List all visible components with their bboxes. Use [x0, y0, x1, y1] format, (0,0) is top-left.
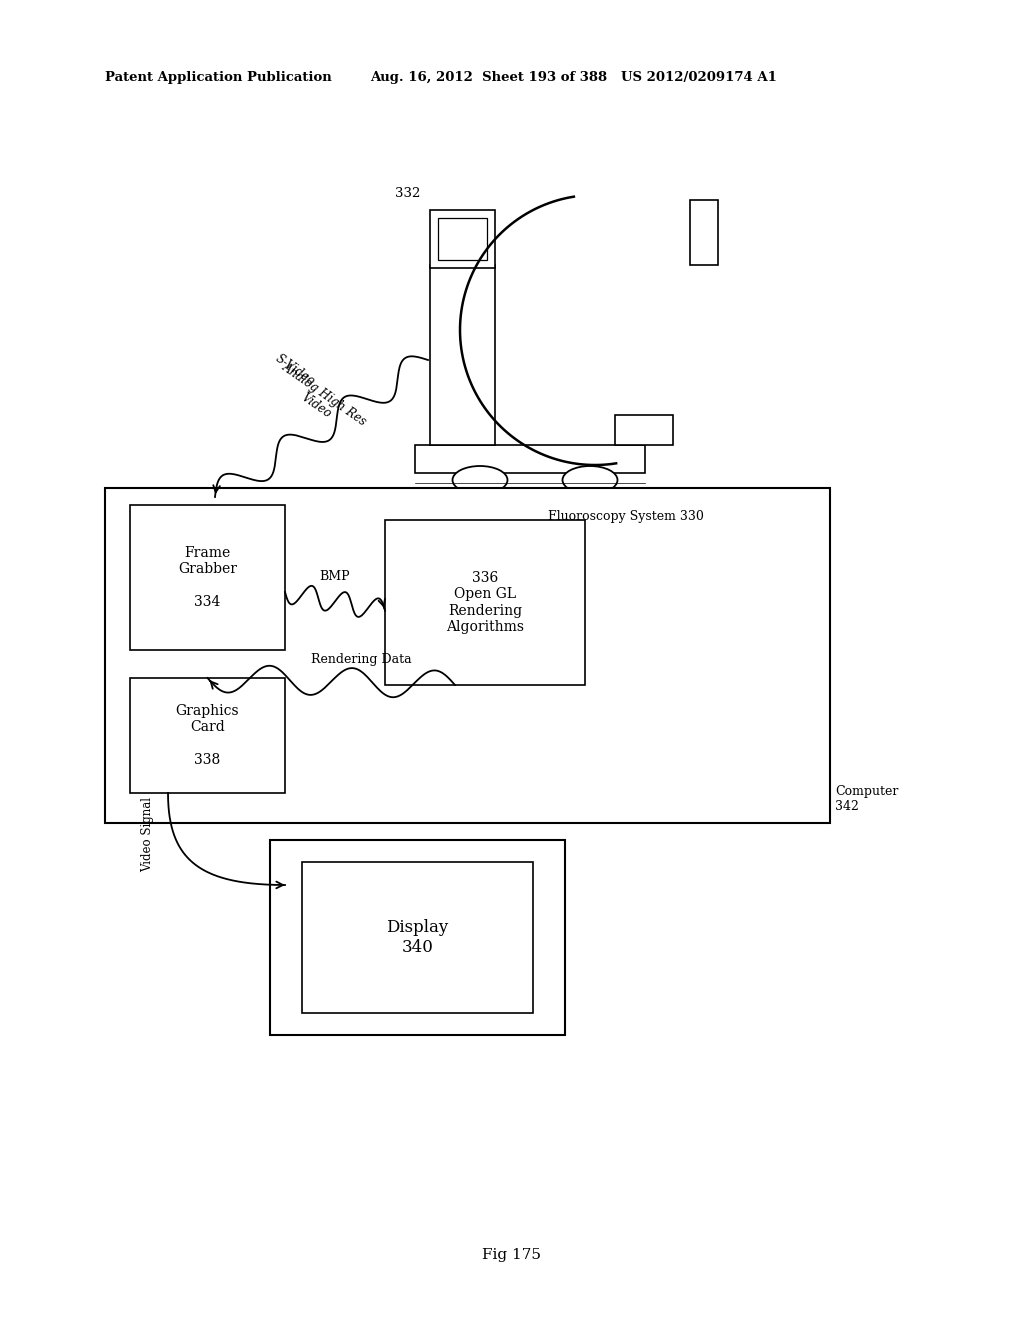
Text: BMP: BMP: [319, 570, 350, 583]
Bar: [615, 414, 673, 445]
Text: Video Signal: Video Signal: [141, 797, 155, 873]
Bar: [130, 506, 285, 649]
Text: Aug. 16, 2012  Sheet 193 of 388   US 2012/0209174 A1: Aug. 16, 2012 Sheet 193 of 388 US 2012/0…: [370, 71, 777, 84]
Text: 332: 332: [394, 187, 420, 201]
Text: Graphics
Card

338: Graphics Card 338: [176, 704, 240, 767]
Ellipse shape: [453, 466, 508, 494]
Ellipse shape: [562, 466, 617, 494]
Bar: [690, 201, 718, 265]
Text: Rendering Data: Rendering Data: [311, 653, 412, 667]
Text: Fig 175: Fig 175: [482, 1247, 542, 1262]
Text: S-Video: S-Video: [272, 351, 317, 388]
Bar: [415, 445, 645, 473]
Text: Computer
342: Computer 342: [835, 785, 898, 813]
Bar: [105, 488, 830, 822]
Text: Analog High Res
Video: Analog High Res Video: [271, 360, 369, 440]
Text: Frame
Grabber

334: Frame Grabber 334: [178, 546, 237, 609]
Bar: [438, 218, 487, 260]
Bar: [385, 520, 585, 685]
Bar: [430, 265, 495, 445]
Text: Fluoroscopy System 330: Fluoroscopy System 330: [548, 510, 703, 523]
Bar: [130, 678, 285, 793]
Text: Display
340: Display 340: [386, 919, 449, 956]
Bar: [302, 862, 534, 1012]
Text: Patent Application Publication: Patent Application Publication: [105, 71, 332, 84]
Text: 336
Open GL
Rendering
Algorithms: 336 Open GL Rendering Algorithms: [446, 572, 524, 634]
Bar: [430, 210, 495, 268]
Bar: [270, 840, 565, 1035]
